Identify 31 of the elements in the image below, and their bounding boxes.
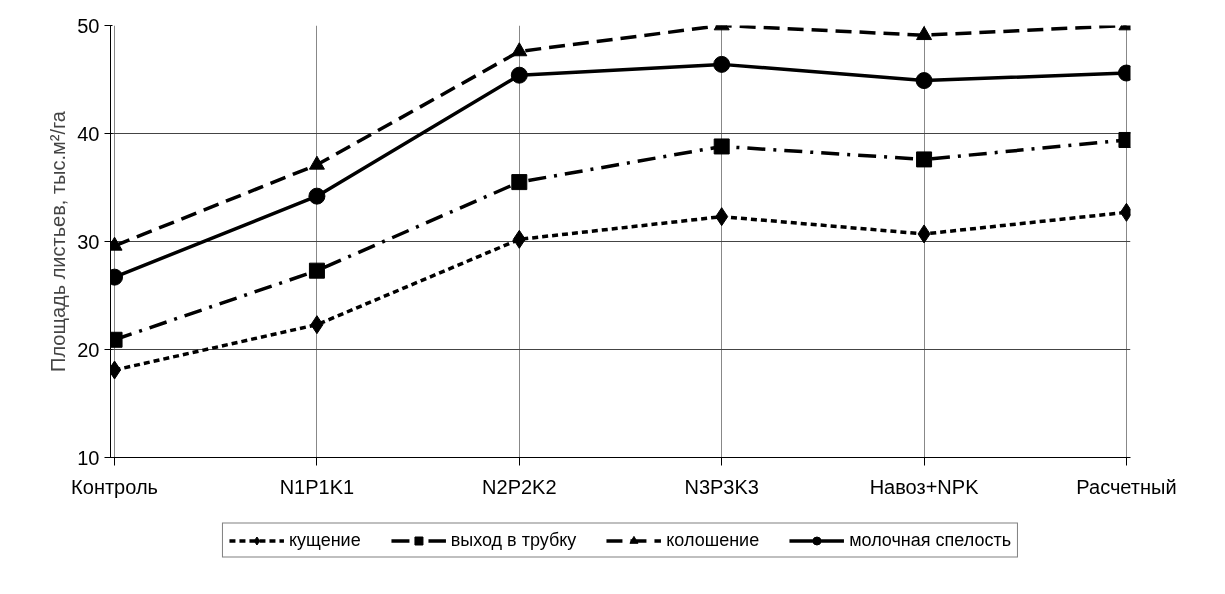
y-tick-label: 20 — [77, 338, 100, 361]
point — [511, 42, 528, 57]
point — [510, 66, 528, 84]
legend-label: молочная спелость — [849, 529, 1012, 551]
y-tick-label: 10 — [77, 446, 100, 469]
point — [715, 207, 729, 227]
line-series — [110, 131, 1131, 348]
point — [917, 224, 931, 244]
legend-label: выход в трубку — [450, 529, 577, 551]
point — [512, 229, 526, 249]
x-tick-label: N1P1K1 — [279, 475, 355, 498]
point — [310, 315, 324, 335]
x-tick-label: Контроль — [71, 475, 158, 498]
point — [511, 174, 528, 191]
x-tick-label: Расчетный — [1076, 475, 1177, 498]
point — [915, 72, 933, 90]
point — [916, 26, 933, 41]
x-tick-label: N3P3K3 — [684, 475, 759, 498]
y-axis-title: Площадь листьев, тыс.м²/га — [47, 110, 70, 372]
point — [308, 187, 326, 205]
y-tick-label: 30 — [77, 230, 100, 253]
x-tick-label: Навоз+NPK — [869, 475, 980, 498]
point — [713, 138, 730, 155]
legend-label: кущение — [288, 529, 361, 551]
point — [713, 55, 731, 73]
y-tick-label: 40 — [77, 122, 100, 145]
y-tick-label: 50 — [77, 14, 100, 37]
legend-label: колошение — [666, 529, 760, 551]
point — [916, 151, 933, 168]
x-tick-label: N2P2K2 — [482, 475, 557, 498]
point — [308, 262, 325, 279]
